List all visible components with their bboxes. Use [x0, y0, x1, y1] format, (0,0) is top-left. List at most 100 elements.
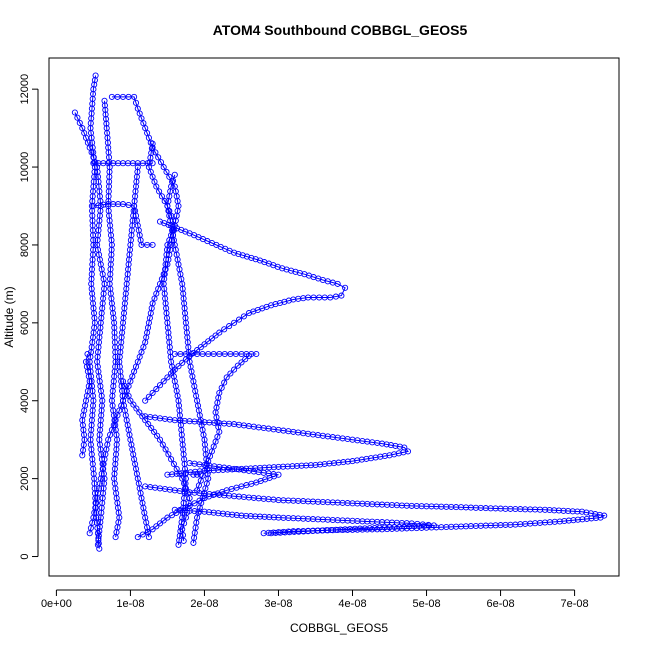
data-point: [153, 523, 160, 530]
data-point: [300, 528, 307, 535]
data-point: [148, 424, 155, 432]
data-point: [288, 267, 295, 274]
data-point: [289, 463, 296, 470]
data-point: [261, 513, 268, 520]
data-point: [215, 510, 222, 517]
data-point: [231, 249, 238, 256]
data-point: [127, 397, 134, 404]
data-point: [149, 526, 156, 533]
data-point: [307, 462, 314, 469]
series-group: [190, 471, 204, 478]
data-point: [281, 298, 288, 305]
data-point: [221, 379, 228, 386]
data-point: [76, 119, 83, 126]
series-group: [79, 350, 93, 459]
data-point: [340, 459, 347, 466]
data-point: [332, 293, 339, 300]
y-tick-label: 0: [19, 553, 31, 559]
data-point: [231, 366, 238, 373]
data-point: [243, 253, 251, 260]
data-point: [175, 363, 182, 370]
data-point: [208, 335, 215, 342]
data-point: [367, 455, 375, 462]
data-point: [201, 508, 208, 515]
data-point: [296, 269, 303, 277]
series-group: [90, 160, 156, 167]
data-point: [248, 254, 255, 261]
data-point: [212, 332, 219, 339]
data-point: [565, 517, 572, 524]
data-point: [136, 409, 143, 416]
data-point: [283, 266, 290, 273]
data-point: [252, 513, 259, 520]
data-point: [159, 441, 166, 448]
data-point: [579, 516, 586, 523]
data-point: [180, 537, 187, 544]
data-point: [182, 514, 189, 521]
data-point: [149, 389, 156, 396]
y-axis: 0 2000 4000 6000 8000 10000 12000: [19, 74, 39, 560]
data-point: [155, 154, 162, 161]
data-point: [551, 507, 558, 514]
data-point: [245, 352, 252, 359]
data-point: [149, 241, 156, 248]
data-point: [169, 471, 176, 478]
series-line: [118, 167, 150, 538]
data-point: [134, 534, 141, 541]
data-point: [224, 466, 231, 473]
data-point: [173, 465, 180, 472]
data-point: [95, 537, 102, 544]
data-point: [74, 114, 81, 121]
data-point: [145, 393, 152, 400]
data-point: [191, 500, 198, 507]
data-point: [176, 537, 183, 544]
data-point: [227, 370, 234, 377]
data-point: [201, 467, 208, 474]
data-point: [233, 512, 240, 519]
series-group: [145, 140, 189, 548]
data-point: [164, 514, 171, 521]
y-tick-label: 12000: [19, 74, 31, 105]
data-point: [592, 511, 599, 518]
data-point: [578, 508, 586, 515]
y-tick-label: 2000: [19, 466, 31, 490]
data-point: [245, 310, 252, 317]
data-point: [317, 461, 324, 468]
x-tick-label: 3e-08: [264, 598, 292, 610]
data-point: [242, 356, 249, 363]
data-point: [160, 378, 167, 385]
data-point: [312, 461, 319, 469]
data-point: [561, 517, 568, 525]
data-point: [541, 506, 549, 513]
data-point: [383, 441, 390, 448]
data-point: [386, 452, 393, 459]
data-point: [272, 301, 279, 308]
data-point: [165, 451, 172, 458]
data-point: [277, 529, 284, 536]
y-tick-label: 4000: [19, 388, 31, 412]
data-point: [190, 471, 197, 478]
data-point: [162, 446, 169, 453]
data-point: [235, 250, 242, 258]
data-point: [298, 462, 305, 469]
data-point: [323, 527, 330, 534]
data-point: [179, 359, 186, 366]
data-point: [215, 467, 222, 474]
data-point: [139, 413, 146, 420]
data-point: [326, 460, 333, 467]
data-point: [281, 529, 289, 536]
series-group: [86, 93, 182, 537]
series-line: [89, 75, 100, 549]
data-point: [303, 462, 310, 469]
data-point: [210, 509, 217, 516]
data-point: [168, 456, 175, 463]
data-point: [173, 225, 181, 232]
data-point: [240, 313, 247, 320]
data-point: [270, 514, 277, 521]
data-point: [196, 497, 203, 504]
data-point: [96, 528, 103, 535]
series-group: [171, 350, 260, 358]
data-point: [168, 370, 175, 377]
data-point: [142, 417, 149, 424]
data-point: [132, 99, 140, 106]
